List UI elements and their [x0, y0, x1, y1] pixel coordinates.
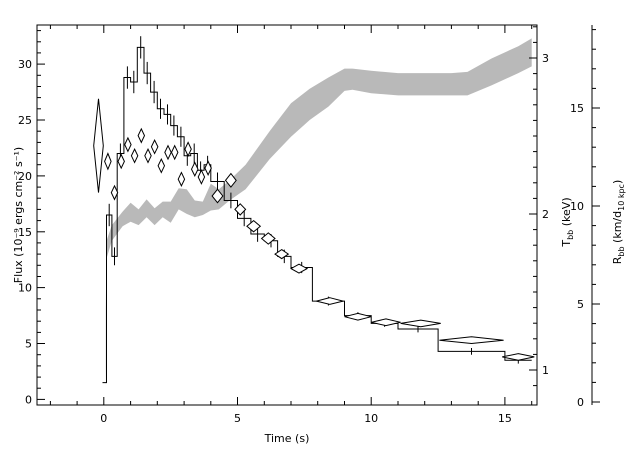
y-radius-tick-label: 0: [577, 396, 584, 409]
y-left-tick-label: 5: [25, 338, 32, 351]
temperature-diamond: [204, 160, 212, 176]
y-temperature-tick-label: 2: [542, 208, 549, 221]
temperature-diamond: [211, 188, 224, 204]
radius-label-sub: bb: [617, 246, 626, 256]
radius-band: [105, 38, 532, 389]
temperature-diamond: [190, 161, 199, 178]
y-radius-tick-label: 15: [570, 102, 584, 115]
temperature-label-tail: (keV): [560, 197, 573, 229]
temperature-diamond: [197, 169, 206, 185]
y-temperature-tick-label: 1: [542, 364, 549, 377]
x-axis-label: Time (s): [264, 432, 310, 445]
temperature-diamond: [344, 312, 372, 321]
temperature-diamond: [157, 157, 166, 174]
flux-histogram-line: [102, 46, 532, 384]
temperature-diamond: [170, 144, 179, 161]
temperature-diamond: [502, 353, 535, 361]
temperature-diamond: [164, 144, 172, 161]
temperature-diamond: [117, 153, 125, 170]
y-axis-left-label: Flux (10⁻⁹ ergs cm⁻² s⁻¹): [12, 147, 25, 283]
temperature-diamond: [177, 171, 186, 188]
x-tick-label: 10: [364, 412, 378, 425]
temperature-diamond: [144, 147, 152, 164]
temperature-diamond: [137, 127, 146, 144]
temperature-diamond: [371, 318, 401, 327]
temperature-diamond: [150, 138, 159, 155]
radius-label-main: R: [611, 256, 624, 264]
y-left-tick-label: 10: [18, 282, 32, 295]
y-temperature-tick-label: 3: [542, 52, 549, 65]
temperature-diamond: [316, 297, 344, 305]
temperature-diamond: [234, 203, 247, 216]
x-tick-label: 0: [100, 412, 107, 425]
temperature-label-sub: bb: [566, 230, 575, 240]
temperature-diamond: [246, 219, 262, 233]
temperature-diamond: [289, 263, 309, 274]
temperature-diamond: [274, 248, 290, 260]
plot-frame: [36, 24, 538, 406]
y-radius-tick-label: 5: [577, 298, 584, 311]
temperature-diamond: [130, 147, 139, 164]
temperature-label-main: T: [560, 240, 573, 248]
y-axis-radius-label: Rbb (km/d10 kpc): [611, 180, 626, 265]
x-tick-label: 15: [498, 412, 512, 425]
radius-label-sub2: 10 kpc: [617, 184, 626, 211]
radius-label-tail: ): [611, 180, 624, 184]
temperature-diamond: [260, 232, 276, 245]
temperature-diamond: [224, 172, 237, 188]
y-left-tick-label: 15: [18, 226, 32, 239]
temperature-diamond: [184, 141, 192, 157]
y-left-tick-label: 30: [18, 58, 32, 71]
temperature-diamond: [124, 136, 132, 153]
y-radius-tick-label: 10: [570, 200, 584, 213]
temperature-diamond: [93, 98, 104, 193]
temperature-diamond-layer: [93, 98, 535, 361]
y-left-tick-label: 0: [25, 393, 32, 406]
temperature-diamond: [110, 184, 119, 201]
y-axis-temperature-label: Tbb (keV): [560, 197, 575, 247]
temperature-diamond: [400, 319, 441, 328]
radius-label-mid: (km/d: [611, 211, 624, 247]
temperature-diamond: [439, 336, 504, 345]
radius-band-layer: [105, 38, 532, 389]
y-left-tick-label: 20: [18, 170, 32, 183]
temperature-diamond: [104, 152, 112, 171]
x-tick-label: 5: [234, 412, 241, 425]
y-left-tick-label: 25: [18, 114, 32, 127]
